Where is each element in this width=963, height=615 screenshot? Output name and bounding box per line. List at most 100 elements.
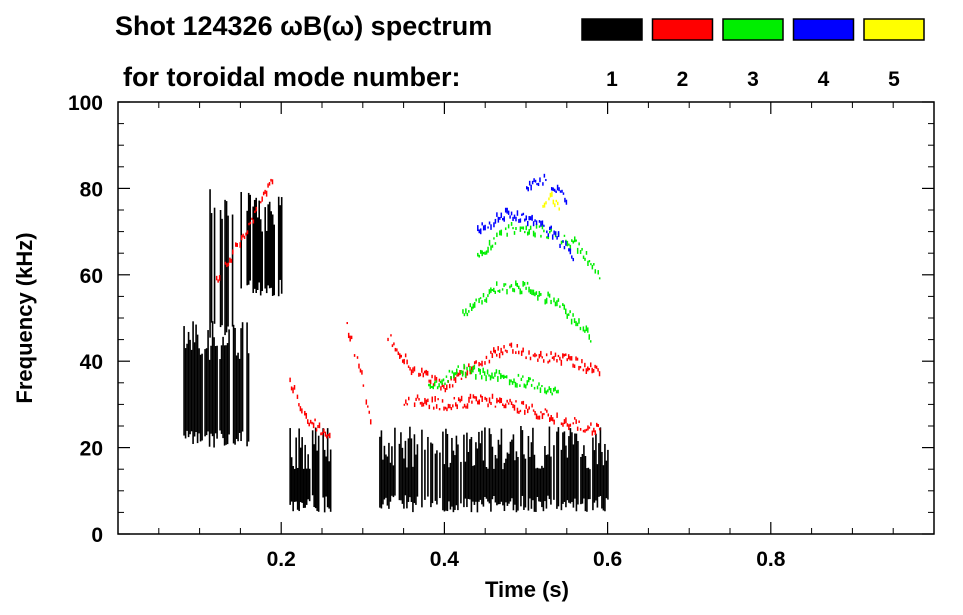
mode-line-mark	[551, 356, 554, 359]
mode-line-mark	[444, 406, 447, 410]
spectral-mark	[445, 428, 447, 511]
spectral-mark	[566, 457, 569, 501]
mode-line-mark	[460, 369, 462, 374]
spectral-mark	[515, 451, 518, 513]
mode-line-mark	[596, 422, 598, 427]
mode-line-mark	[588, 426, 591, 429]
mode-line-mark	[550, 187, 553, 191]
mode-line-mark	[473, 361, 476, 365]
mode-line-mark	[534, 232, 536, 238]
mode-line-mark	[545, 297, 548, 304]
mode-line-mark	[490, 245, 492, 251]
mode-line-mark	[531, 180, 534, 185]
spectral-mark	[493, 468, 495, 496]
spectral-mark	[307, 454, 309, 500]
mode-line-mark	[426, 370, 429, 376]
mode-line-mark	[429, 383, 432, 389]
mode-line-mark	[525, 225, 528, 231]
mode-line-mark	[502, 403, 504, 406]
mode-line-mark	[408, 396, 410, 401]
spectral-mark	[572, 444, 575, 508]
mode-line-mark	[488, 289, 491, 295]
spectral-mark	[421, 429, 423, 508]
mode-line-mark	[217, 279, 219, 283]
spectral-mark	[388, 442, 390, 509]
spectral-mark	[463, 434, 465, 508]
mode-line-mark	[471, 400, 473, 404]
spectral-mark	[382, 459, 384, 505]
spectral-mark	[219, 210, 222, 328]
mode-line-mark	[305, 412, 308, 419]
mode-line-mark	[491, 289, 494, 292]
mode-line-mark	[425, 399, 428, 406]
mode-line-mark	[549, 230, 551, 234]
mode-line-mark	[491, 244, 494, 248]
mode-line-mark	[509, 215, 511, 219]
mode-line-mark	[529, 289, 532, 295]
mode-line-mark	[543, 202, 546, 208]
mode-line-mark	[584, 362, 586, 368]
spectral-mark	[290, 457, 293, 502]
mode-line-mark	[547, 291, 549, 297]
mode-line-mark	[444, 382, 446, 386]
spectral-mark	[240, 328, 242, 442]
mode-line-mark	[539, 177, 541, 183]
mode-line-mark	[556, 358, 558, 363]
spectral-mark	[469, 439, 471, 500]
mode-line-mark	[457, 365, 459, 368]
mode-line-mark	[428, 379, 430, 383]
mode-line-mark	[457, 372, 460, 377]
mode-line-mark	[564, 197, 566, 203]
spectral-mark	[472, 465, 474, 502]
mode-line-mark	[554, 231, 557, 236]
mode-line-mark	[505, 375, 508, 379]
legend-swatch-2	[651, 18, 714, 41]
mode-line-mark	[497, 376, 499, 382]
mode-line-mark	[563, 304, 566, 310]
mode-line-mark	[446, 384, 448, 390]
mode-line-mark	[270, 178, 272, 182]
mode-line-mark	[431, 386, 433, 389]
mode-line-mark	[509, 343, 511, 347]
mode-line-mark	[579, 427, 582, 431]
mode-line-mark	[527, 187, 529, 192]
mode-line-mark	[485, 397, 488, 402]
mode-line-mark	[491, 393, 494, 399]
mode-line-mark	[582, 429, 585, 433]
mode-line-mark	[224, 261, 227, 265]
spectral-mark	[547, 454, 549, 496]
legend-swatch-5	[863, 18, 925, 41]
spectral-mark	[520, 426, 522, 507]
mode-line-mark	[482, 293, 485, 298]
mode-line-mark	[524, 409, 526, 415]
mode-line-mark	[526, 220, 529, 227]
mode-line-mark	[566, 423, 569, 427]
spectral-mark	[506, 452, 509, 506]
mode-line-mark	[520, 350, 523, 356]
mode-line-mark	[516, 407, 519, 414]
mode-line-mark	[522, 375, 524, 378]
mode-line-mark	[543, 173, 546, 178]
mode-line-mark	[329, 432, 331, 439]
mode-line-mark	[532, 354, 535, 357]
mode-line-mark	[559, 305, 561, 308]
spectral-mark	[298, 428, 300, 512]
spectral-mark	[231, 214, 234, 327]
mode-line-mark	[593, 427, 595, 433]
spectral-mark	[189, 339, 191, 435]
mode-line-mark	[597, 368, 599, 372]
mode-line-mark	[531, 214, 533, 221]
mode-line-mark	[494, 372, 496, 377]
spectral-mark	[311, 430, 314, 496]
mode-line-mark	[528, 229, 530, 235]
spectral-mark	[308, 468, 311, 502]
mode-line-mark	[593, 263, 595, 266]
mode-line-mark	[542, 182, 544, 186]
mode-line-mark	[229, 257, 231, 263]
mode-line-mark	[538, 415, 541, 420]
mode-line-mark	[481, 250, 483, 257]
legend-label-4: 4	[818, 68, 830, 91]
mode-line-mark	[488, 221, 491, 225]
spectral-mark	[481, 430, 483, 505]
mode-line-mark	[356, 356, 359, 359]
